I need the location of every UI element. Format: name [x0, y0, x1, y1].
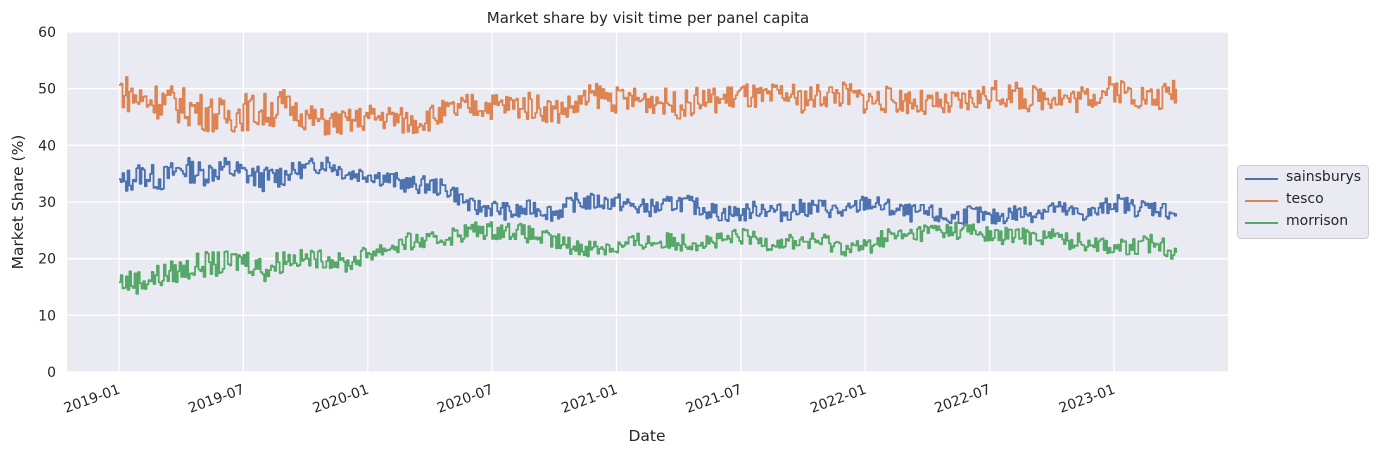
x-axis-label: Date [628, 427, 665, 445]
legend-label: morrison [1286, 213, 1349, 229]
legend-line-icon [1245, 222, 1278, 224]
series-line-tesco [119, 76, 1178, 136]
y-tick-label: 30 [38, 195, 56, 211]
y-tick-label: 40 [38, 138, 56, 154]
y-tick-label: 60 [38, 25, 56, 41]
legend: sainsburys tesco morrison [1237, 165, 1369, 239]
legend-label: tesco [1286, 191, 1324, 207]
y-tick-label: 50 [38, 82, 56, 98]
series-lines [119, 76, 1178, 295]
y-axis-label: Market Share (%) [9, 135, 27, 270]
x-tick-label: 2022-07 [933, 382, 993, 417]
y-tick-label: 20 [38, 252, 56, 268]
x-tick-label: 2019-01 [62, 382, 122, 417]
legend-item-sainsburys: sainsburys [1238, 168, 1368, 190]
legend-line-icon [1245, 200, 1278, 202]
chart-title: Market share by visit time per panel cap… [487, 9, 809, 27]
x-tick-label: 2020-07 [435, 382, 495, 417]
legend-item-morrison: morrison [1238, 212, 1368, 234]
series-line-morrison [119, 221, 1178, 295]
x-tick-label: 2019-07 [186, 382, 246, 417]
legend-line-icon [1245, 178, 1278, 180]
legend-item-tesco: tesco [1238, 190, 1368, 212]
y-tick-label: 0 [47, 365, 56, 381]
x-axis-ticks: 2019-01 2019-07 2020-01 2020-07 2021-01 2021-… [62, 382, 1117, 417]
legend-label: sainsburys [1286, 169, 1362, 185]
y-tick-label: 10 [38, 308, 56, 324]
y-axis-ticks: 0 10 20 30 40 50 60 [38, 25, 56, 381]
x-tick-label: 2021-01 [559, 382, 619, 417]
x-tick-label: 2021-07 [684, 382, 744, 417]
x-tick-label: 2020-01 [311, 382, 371, 417]
series-line-sainsburys [119, 156, 1178, 225]
x-tick-label: 2023-01 [1057, 382, 1117, 417]
x-tick-label: 2022-01 [808, 382, 868, 417]
